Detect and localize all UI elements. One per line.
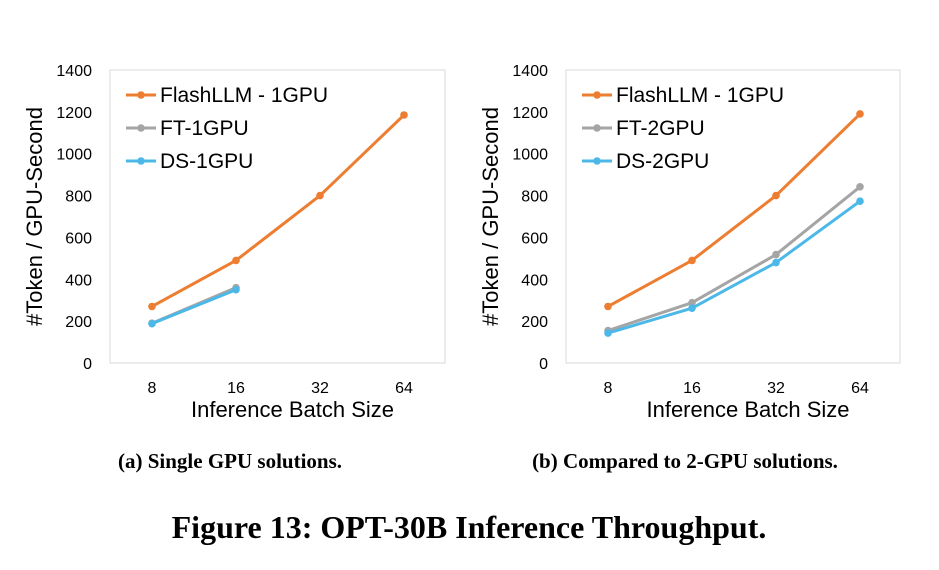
plot-area: [109, 69, 446, 364]
y-tick-label: 600: [521, 230, 548, 247]
y-tick-label: 800: [521, 189, 548, 206]
y-tick-label: 400: [521, 272, 548, 289]
chart-panel-a: 0 200 400 600 800 1000 1200 1400 8 16 32 64Inferenc…: [22, 63, 446, 422]
series-line: [607, 200, 861, 335]
x-tick-label: 64: [851, 380, 869, 397]
data-point: [148, 319, 156, 328]
data-point: [856, 197, 864, 206]
y-tick-label: 0: [83, 356, 92, 373]
data-point: [232, 256, 240, 265]
data-point: [688, 256, 696, 265]
y-tick-label: 800: [65, 189, 92, 206]
x-tick-label: 16: [683, 380, 701, 397]
x-tick-label: 8: [148, 380, 157, 397]
y-tick-label: 600: [65, 230, 92, 247]
legend-label: FT-1GPU: [160, 117, 249, 140]
data-point: [604, 329, 612, 337]
legend-swatch-marker: [137, 124, 145, 132]
data-point: [772, 258, 780, 267]
series-line: [607, 185, 861, 332]
data-point: [688, 298, 696, 307]
chart-panel-b: 0 200 400 600 800 1000 1200 1400 8 16 32 64Inferenc…: [478, 63, 901, 422]
legend-swatch-marker: [137, 157, 145, 165]
caption-b: (b) Compared to 2-GPU solutions.: [532, 449, 838, 473]
data-point: [604, 302, 612, 311]
y-tick-label: 1000: [512, 147, 548, 164]
y-tick-label: 0: [539, 356, 548, 373]
x-axis-title: Inference Batch Size: [191, 397, 394, 422]
y-axis-title: #Token / GPU-Second: [478, 107, 503, 326]
data-point: [400, 111, 408, 119]
y-tick-label: 1200: [512, 105, 548, 122]
data-point: [148, 302, 156, 311]
legend-swatch-marker: [137, 91, 145, 99]
x-axis-title: Inference Batch Size: [646, 397, 849, 422]
y-tick-label: 400: [65, 272, 92, 289]
legend-label: FlashLLM - 1GPU: [160, 84, 328, 107]
legend-swatch-marker: [593, 91, 601, 99]
y-tick-label: 200: [65, 314, 92, 331]
y-axis-title: #Token / GPU-Second: [22, 107, 47, 326]
figure-title: Figure 13: OPT-30B Inference Throughput.: [172, 509, 767, 545]
x-tick-label: 8: [604, 380, 613, 397]
data-point: [232, 285, 240, 294]
data-point: [316, 191, 324, 200]
data-point: [772, 191, 780, 200]
legend-label: DS-2GPU: [616, 150, 709, 173]
y-tick-label: 1200: [56, 105, 92, 122]
x-tick-label: 16: [227, 380, 245, 397]
caption-a: (a) Single GPU solutions.: [118, 449, 342, 473]
x-tick-label: 64: [395, 380, 413, 397]
y-tick-label: 1400: [56, 63, 92, 80]
y-tick-label: 200: [521, 314, 548, 331]
x-tick-label: 32: [311, 380, 329, 397]
x-tick-label: 32: [767, 380, 785, 397]
legend-swatch-marker: [593, 124, 601, 132]
data-point: [856, 182, 864, 191]
data-point: [688, 304, 696, 312]
legend-label: FT-2GPU: [616, 117, 705, 140]
y-tick-label: 1400: [512, 63, 548, 80]
series-line: [151, 113, 406, 308]
legend-label: DS-1GPU: [160, 150, 253, 173]
legend-swatch-marker: [593, 157, 601, 165]
y-tick-label: 1000: [56, 147, 92, 164]
data-point: [772, 250, 780, 259]
series-line: [607, 112, 862, 308]
plot-area: [565, 69, 901, 364]
data-point: [856, 110, 864, 118]
series-line: [151, 288, 237, 326]
legend-label: FlashLLM - 1GPU: [616, 84, 784, 107]
